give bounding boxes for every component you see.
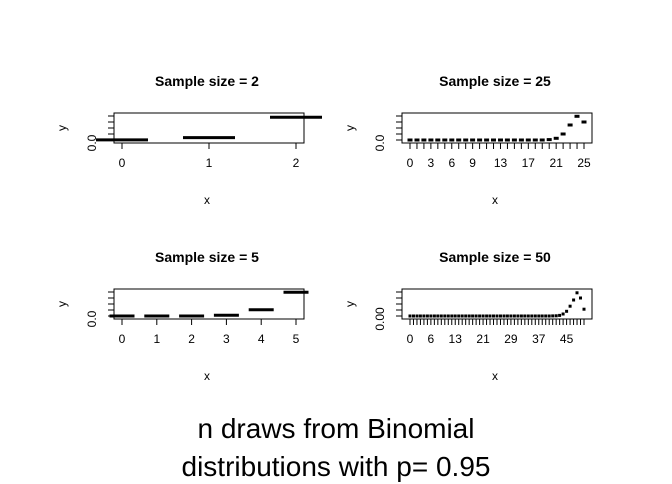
panel-title: Sample size = 50 <box>439 249 551 265</box>
plot-box <box>113 288 305 320</box>
x-tick-label: 3 <box>223 332 230 346</box>
x-tick-label: 21 <box>550 156 564 170</box>
y-axis-label: y <box>55 301 69 307</box>
y-axis-label: y <box>55 125 69 131</box>
x-axis-label: x <box>492 193 498 207</box>
panel-title: Sample size = 2 <box>155 73 259 89</box>
y-axis-label: y <box>343 301 357 307</box>
x-tick-label: 5 <box>293 332 300 346</box>
panel-sample-size-50: Sample size = 50 0 6 13 21 29 37 45 0.00 x y <box>343 249 593 383</box>
x-tick-label: 4 <box>258 332 265 346</box>
panel-sample-size-25: Sample size = 25 0 3 6 9 13 17 21 25 0.0 x y <box>343 73 593 207</box>
x-tick-label: 0 <box>407 156 414 170</box>
x-tick-label: 37 <box>532 332 546 346</box>
y-axis-label: y <box>343 125 357 131</box>
x-tick-label: 17 <box>522 156 536 170</box>
x-tick-label: 9 <box>469 156 476 170</box>
figure-title-line-1: n draws from Binomial <box>197 413 475 444</box>
x-tick-label: 1 <box>206 156 213 170</box>
panel-title: Sample size = 5 <box>155 249 259 265</box>
y-tick-label: 0.0 <box>373 134 387 151</box>
x-tick-label: 6 <box>448 156 455 170</box>
y-tick-label: 0.00 <box>373 307 387 331</box>
x-tick-label: 25 <box>577 156 591 170</box>
y-tick-label: 0.0 <box>85 310 99 327</box>
panel-title: Sample size = 25 <box>439 73 551 89</box>
y-tick-label: 0.0 <box>85 134 99 151</box>
x-tick-label: 1 <box>153 332 160 346</box>
x-tick-label: 0 <box>119 156 126 170</box>
x-tick-label: 0 <box>407 332 414 346</box>
x-tick-label: 21 <box>476 332 490 346</box>
x-tick-label: 13 <box>449 332 463 346</box>
x-axis-label: x <box>492 369 498 383</box>
x-tick-label: 13 <box>494 156 508 170</box>
figure-title-line-2: distributions with p= 0.95 <box>181 451 491 482</box>
x-tick-label: 3 <box>428 156 435 170</box>
x-tick-label: 45 <box>560 332 574 346</box>
x-tick-label: 2 <box>293 156 300 170</box>
x-axis-label: x <box>204 193 210 207</box>
panel-sample-size-2: Sample size = 2 0 1 2 0.0 x y <box>55 73 322 207</box>
x-tick-label: 2 <box>188 332 195 346</box>
x-axis-label: x <box>204 369 210 383</box>
x-tick-label: 0 <box>119 332 126 346</box>
panel-sample-size-5: Sample size = 5 0 1 2 3 4 5 0.0 x y <box>55 249 309 383</box>
x-tick-label: 6 <box>428 332 435 346</box>
x-tick-label: 29 <box>504 332 518 346</box>
